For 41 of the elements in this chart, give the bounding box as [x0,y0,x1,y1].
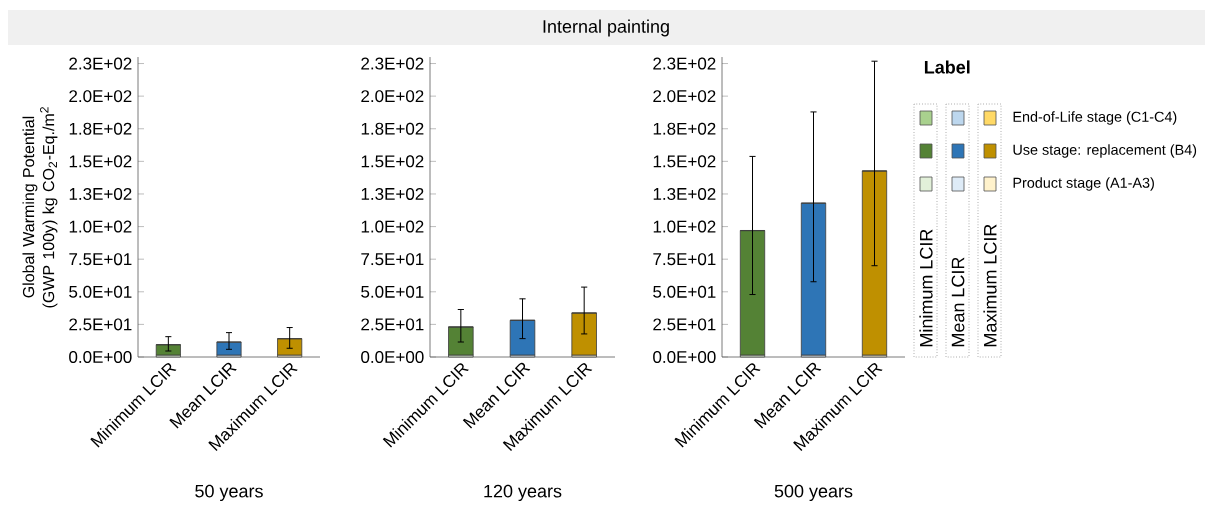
y-tick-label: 2.0E+02 [361,90,424,103]
category-label: Mean LCIR [951,257,965,347]
y-tick-label: 5.0E+01 [69,285,132,298]
y-tick-label: 2.5E+01 [653,318,716,331]
legend-label: End-of-Life stage (C1-C4) [1013,111,1177,125]
legend-label: Product stage (A1-A3) [1013,177,1154,191]
legend-label: Use stage: replacement (B4) [1013,144,1197,158]
y-tick-label: 1.5E+02 [653,155,716,168]
x-axis-title: 120 years [484,484,562,502]
y-tick-label: 1.0E+02 [653,220,716,233]
y-tick-label: 2.5E+01 [69,318,132,331]
y-tick-label: 1.3E+02 [361,187,424,200]
y-tick-label: 1.8E+02 [361,122,424,135]
y-tick-label: 7.5E+01 [653,253,716,266]
y-tick-label: 7.5E+01 [361,253,424,266]
x-axis-title: 500 years [774,484,853,502]
y-tick-label: 2.0E+02 [69,90,132,103]
y-tick-label: 2.3E+02 [361,57,424,70]
y-tick-label: 0.0E+00 [653,351,716,364]
y-tick-label: 5.0E+01 [361,285,424,298]
y-tick-label: 2.0E+02 [653,90,716,103]
x-axis-title: 50 years [195,484,263,502]
y-tick-label: 1.8E+02 [653,122,716,135]
y-tick-label: 2.3E+02 [69,57,132,70]
y-tick-label: 0.0E+00 [361,351,424,364]
y-tick-label: 0.0E+00 [69,351,132,364]
y-tick-label: 2.3E+02 [653,57,716,70]
y-tick-label: 1.3E+02 [69,187,132,200]
y-tick-label: 7.5E+01 [69,253,132,266]
y-tick-label: 1.5E+02 [361,155,424,168]
chart-title: Internal painting [543,19,669,37]
y-tick-label: 1.0E+02 [69,220,132,233]
y-tick-label: 1.5E+02 [69,155,132,168]
y-tick-label: 2.5E+01 [361,318,424,331]
category-label: Minimum LCIR [919,229,933,347]
legend-title: Label [924,60,970,74]
y-tick-label: 1.3E+02 [653,187,716,200]
y-tick-label: 1.8E+02 [69,122,132,135]
category-label: Maximum LCIR [983,224,997,347]
y-tick-label: 5.0E+01 [653,285,716,298]
y-tick-label: 1.0E+02 [361,220,424,233]
